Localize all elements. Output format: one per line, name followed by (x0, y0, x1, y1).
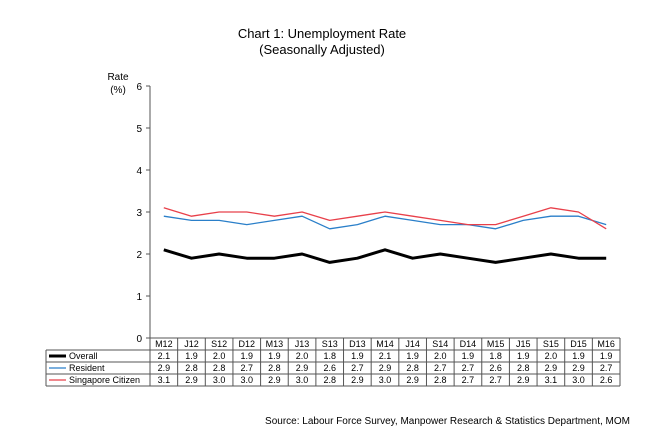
x-tick-label: M13 (266, 339, 284, 349)
data-label: 3.0 (379, 375, 392, 385)
data-label: 3.0 (241, 375, 254, 385)
data-label: 2.9 (572, 363, 585, 373)
x-tick-label: S13 (322, 339, 338, 349)
data-label: 2.7 (489, 375, 502, 385)
data-label: 2.7 (241, 363, 254, 373)
data-label: 2.9 (158, 363, 171, 373)
data-label: 2.7 (434, 363, 447, 373)
data-label: 1.9 (462, 351, 475, 361)
data-label: 2.7 (462, 363, 475, 373)
data-label: 1.9 (517, 351, 530, 361)
series-line-overall (163, 248, 607, 264)
data-label: 2.1 (379, 351, 392, 361)
data-label: 1.9 (268, 351, 281, 361)
data-label: 3.0 (296, 375, 309, 385)
x-tick-label: D13 (349, 339, 366, 349)
x-tick-label: J12 (184, 339, 199, 349)
chart-title: Chart 1: Unemployment Rate (238, 26, 406, 41)
data-label: 2.8 (434, 375, 447, 385)
data-label: 2.6 (489, 363, 502, 373)
data-label: 2.1 (158, 351, 171, 361)
x-tick-label: D14 (460, 339, 477, 349)
y-tick-label: 6 (136, 82, 142, 93)
data-label: 2.0 (545, 351, 558, 361)
legend-entry: Resident (69, 363, 105, 373)
data-label: 1.9 (241, 351, 254, 361)
data-label: 1.9 (572, 351, 585, 361)
data-label: 3.0 (213, 375, 226, 385)
data-label: 2.9 (296, 363, 309, 373)
source-note: Source: Labour Force Survey, Manpower Re… (265, 416, 630, 427)
y-tick-label: 0 (136, 334, 142, 345)
data-label: 2.8 (268, 363, 281, 373)
data-label: 2.0 (434, 351, 447, 361)
data-label: 2.8 (323, 375, 336, 385)
data-label: 2.0 (296, 351, 309, 361)
chart-subtitle: (Seasonally Adjusted) (259, 42, 385, 57)
legend-entry: Overall (69, 351, 98, 361)
x-tick-label: S14 (432, 339, 448, 349)
data-label: 1.9 (351, 351, 364, 361)
data-label: 1.9 (185, 351, 198, 361)
data-label: 2.9 (351, 375, 364, 385)
data-label: 2.7 (462, 375, 475, 385)
data-label: 2.0 (213, 351, 226, 361)
x-tick-label: M16 (597, 339, 615, 349)
x-tick-label: J15 (516, 339, 531, 349)
y-axis-label-line1: Rate (107, 72, 129, 83)
x-tick-label: D15 (570, 339, 587, 349)
x-tick-label: S12 (211, 339, 227, 349)
x-tick-label: M14 (376, 339, 394, 349)
data-label: 2.9 (545, 363, 558, 373)
data-label: 2.6 (323, 363, 336, 373)
data-label: 2.7 (351, 363, 364, 373)
data-label: 3.0 (572, 375, 585, 385)
y-tick-label: 1 (136, 292, 142, 303)
data-label: 2.8 (185, 363, 198, 373)
data-label: 2.7 (600, 363, 613, 373)
data-label: 1.9 (406, 351, 419, 361)
x-tick-label: M12 (155, 339, 173, 349)
data-label: 1.8 (489, 351, 502, 361)
data-label: 1.8 (323, 351, 336, 361)
data-label: 2.8 (517, 363, 530, 373)
y-tick-label: 2 (136, 250, 142, 261)
data-label: 1.9 (600, 351, 613, 361)
y-axis-label-line2: (%) (110, 85, 126, 96)
y-tick-label: 5 (136, 124, 142, 135)
data-label: 3.1 (545, 375, 558, 385)
x-tick-label: J14 (405, 339, 420, 349)
data-label: 3.1 (158, 375, 171, 385)
data-label: 2.9 (406, 375, 419, 385)
data-label: 2.8 (213, 363, 226, 373)
x-tick-label: D12 (239, 339, 256, 349)
data-label: 2.9 (517, 375, 530, 385)
data-label: 2.8 (406, 363, 419, 373)
series-line-resident (163, 215, 607, 230)
x-tick-label: M15 (487, 339, 505, 349)
data-label: 2.9 (379, 363, 392, 373)
x-tick-label: S15 (543, 339, 559, 349)
data-label: 2.9 (185, 375, 198, 385)
data-label: 2.6 (600, 375, 613, 385)
x-tick-label: J13 (295, 339, 310, 349)
legend-entry: Singapore Citizen (69, 375, 140, 385)
data-label: 2.9 (268, 375, 281, 385)
y-tick-label: 3 (136, 208, 142, 219)
y-tick-label: 4 (136, 166, 142, 177)
series-line-singapore-citizen (163, 207, 607, 230)
